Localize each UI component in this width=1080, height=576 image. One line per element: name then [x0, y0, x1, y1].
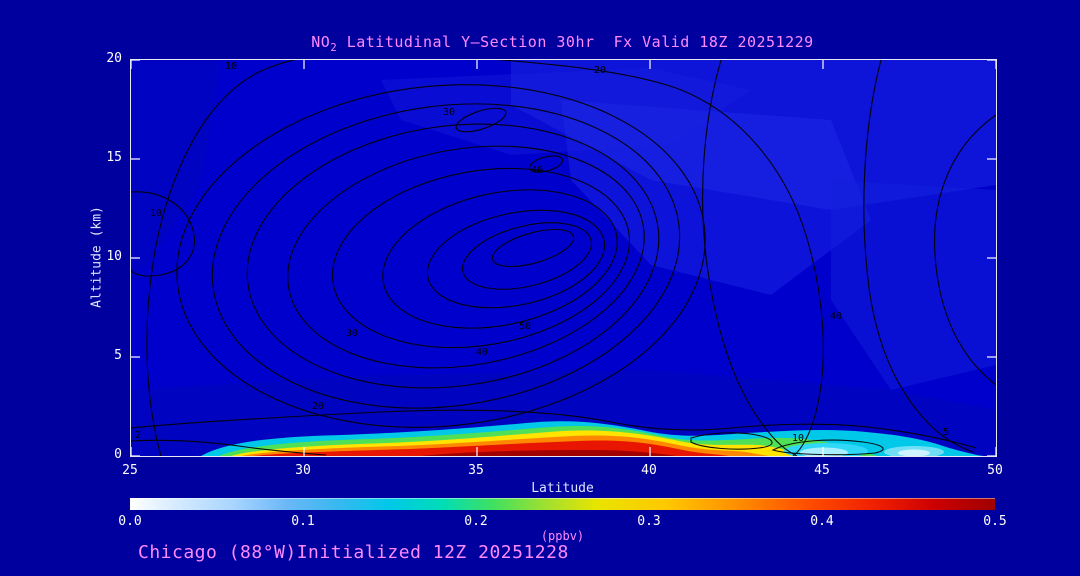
title-species: NO: [311, 33, 331, 51]
y-tick-10: 10: [106, 249, 122, 264]
axis-tick-marks: [131, 60, 996, 456]
contour-label: 50: [519, 321, 532, 332]
title-species-subscript: 2: [330, 42, 338, 54]
x-tick-40: 40: [641, 463, 657, 478]
colorbar-tick-0.3: 0.3: [637, 514, 661, 529]
colorbar-tick-0.4: 0.4: [810, 514, 834, 529]
colorbar-units-label: (ppbv): [540, 529, 585, 543]
contour-label: 40: [476, 347, 489, 358]
y-tick-15: 15: [106, 150, 122, 165]
x-tick-50: 50: [987, 463, 1003, 478]
title-rest: Latitudinal Y—Section 30hr Fx Valid 18Z …: [337, 33, 814, 51]
contour-label: 10: [225, 61, 238, 72]
contour-label: 10: [792, 433, 805, 444]
contour-plot-svg: [131, 60, 996, 456]
colorbar-tick-0.0: 0.0: [118, 514, 142, 529]
colorbar-tick-0.2: 0.2: [464, 514, 488, 529]
page-title: NO2 Latitudinal Y—Section 30hr Fx Valid …: [130, 33, 995, 54]
colorbar-tick-0.5: 0.5: [983, 514, 1007, 529]
x-tick-30: 30: [295, 463, 311, 478]
colorbar: [130, 498, 995, 510]
contour-lines: [131, 60, 996, 456]
y-tick-0: 0: [114, 447, 122, 462]
colorbar-tick-0.1: 0.1: [291, 514, 315, 529]
y-tick-5: 5: [114, 348, 122, 363]
contour-label: 5: [943, 427, 950, 438]
x-tick-25: 25: [122, 463, 138, 478]
surface-plume-fill: [201, 421, 983, 456]
contour-label: 30: [443, 107, 456, 118]
contour-label: 20: [312, 401, 325, 412]
plot-area: 10 20 30 40 50 40 30 20 10 40 10 5 2: [130, 59, 997, 457]
contour-label: 2: [135, 430, 142, 441]
contour-label: 40: [830, 311, 843, 322]
footer-run-info: Chicago (88°W)Initialized 12Z 20251228: [138, 542, 569, 563]
contour-label: 20: [594, 65, 607, 76]
contour-label: 10: [150, 208, 163, 219]
x-axis-title: Latitude: [531, 481, 594, 496]
x-tick-35: 35: [468, 463, 484, 478]
contour-label: 30: [346, 328, 359, 339]
x-tick-45: 45: [814, 463, 830, 478]
contour-label: 40: [531, 165, 544, 176]
y-tick-20: 20: [106, 51, 122, 66]
